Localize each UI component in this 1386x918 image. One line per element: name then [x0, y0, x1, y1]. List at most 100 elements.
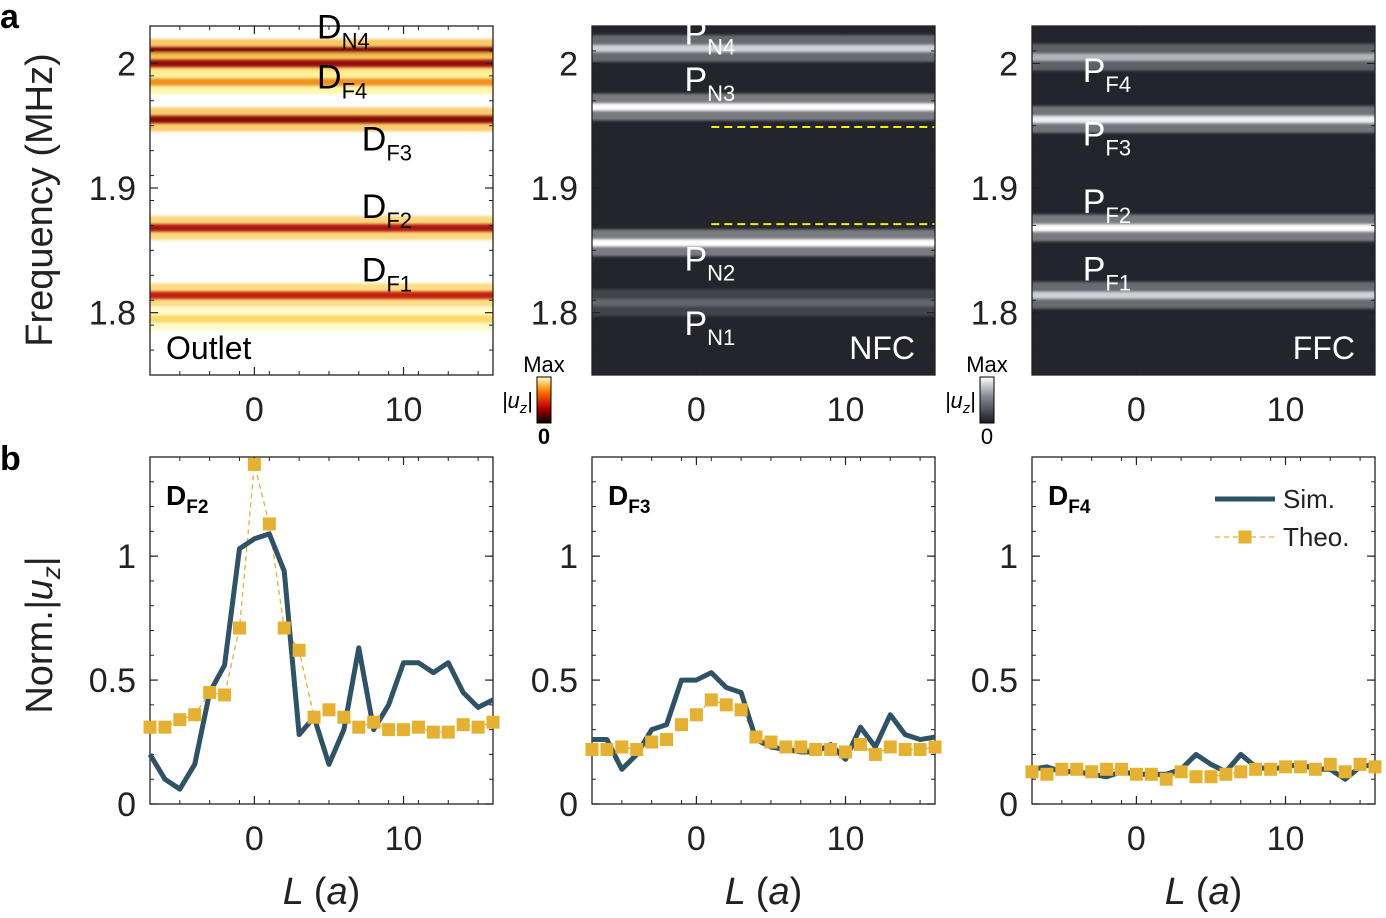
mode-label: DF2	[362, 188, 412, 233]
y-tick-label: 0	[117, 786, 136, 824]
theo-point	[158, 720, 172, 734]
mode-label-main: P	[1083, 116, 1106, 154]
theo-point	[913, 742, 927, 756]
theo-point	[1323, 757, 1337, 771]
colorbar-gray-gradient	[979, 376, 995, 424]
y-tick-label: 1	[559, 538, 578, 576]
y-tick-label: 0.5	[971, 662, 1018, 700]
theo-point	[322, 703, 336, 717]
legend-sim-label: Sim.	[1283, 484, 1335, 514]
theo-point	[898, 742, 912, 756]
y-tick-label: 1.8	[89, 295, 136, 333]
mode-label-main: P	[684, 15, 707, 53]
mode-label-sub: F1	[1105, 270, 1131, 295]
y-axis-title-norm: Norm.	[19, 610, 61, 713]
theo-point	[367, 715, 381, 729]
theo-point	[868, 747, 882, 761]
theo-point	[143, 720, 157, 734]
heatmap-background	[1032, 26, 1375, 375]
mode-label-main: D	[317, 58, 342, 96]
x-tick-label: 10	[1267, 391, 1305, 429]
legend-theo-label: Theo.	[1283, 522, 1350, 552]
x-tick-label: 10	[385, 820, 423, 858]
x-tick-label: 10	[827, 391, 865, 429]
y-axis-title-end: |	[19, 556, 61, 566]
theo-point	[1368, 760, 1382, 774]
heatmap-band	[150, 115, 493, 124]
mode-label-main: D	[362, 121, 387, 159]
y-tick-label: 1	[117, 538, 136, 576]
heatmap-corner-label: Outlet	[166, 330, 251, 366]
theo-point	[411, 720, 425, 734]
theo-point	[352, 720, 366, 734]
mode-label-sub: F4	[1105, 72, 1131, 97]
theo-point	[660, 733, 674, 747]
mode-label: PN3	[684, 61, 735, 106]
panel-mode-label: DF2	[166, 480, 208, 518]
theo-point	[1264, 762, 1278, 776]
heatmap-band	[592, 103, 935, 111]
colorbar-hot-label-sub: z	[519, 400, 528, 417]
x-tick-label: 10	[1267, 820, 1305, 858]
mode-label: DN4	[317, 8, 370, 53]
y-tick-label: 1	[999, 538, 1018, 576]
theo-point	[600, 742, 614, 756]
mode-label: DF1	[362, 252, 412, 297]
panel-mode-label-sub: F2	[186, 497, 208, 518]
x-axis-title-close: )	[1230, 871, 1243, 913]
theo-point	[689, 708, 703, 722]
panel-mode-label: DF4	[1048, 480, 1091, 518]
theo-point	[674, 718, 688, 732]
theo-point	[441, 725, 455, 739]
theo-point	[1204, 770, 1218, 784]
theo-point	[1353, 757, 1367, 771]
heatmap-band	[1032, 115, 1375, 124]
theo-point	[704, 693, 718, 707]
x-tick-label: 0	[1127, 820, 1146, 858]
mode-label: DF4	[317, 58, 367, 103]
mode-label: PF3	[1083, 116, 1131, 161]
x-axis-title-var: L	[283, 871, 314, 913]
theo-point	[1189, 770, 1203, 784]
heatmap-band	[592, 44, 935, 53]
heatmap-band	[1032, 224, 1375, 232]
heatmap-band	[150, 315, 493, 323]
mode-label-sub: F3	[1105, 136, 1131, 161]
theo-point	[749, 730, 763, 744]
mode-label-sub: N2	[707, 260, 735, 285]
theo-point	[645, 735, 659, 749]
heatmap-corner-label: FFC	[1293, 330, 1355, 366]
theo-point	[853, 738, 867, 752]
colorbar-hot-label: |uz|	[502, 388, 533, 417]
theo-point	[307, 710, 321, 724]
heatmap-band	[150, 59, 493, 68]
mode-label-main: P	[1083, 183, 1106, 221]
heatmap-corner-label: NFC	[849, 330, 915, 366]
mode-label-main: P	[1083, 52, 1106, 90]
colorbar-gray-min: 0	[981, 424, 993, 449]
mode-label: PN4	[684, 15, 735, 60]
heatmap-band	[592, 239, 935, 247]
mode-label-main: D	[317, 8, 342, 46]
mode-label-sub: F2	[1105, 203, 1131, 228]
theo-point	[292, 643, 306, 657]
theo-point	[764, 735, 778, 749]
colorbar-gray-label-main: |u	[945, 388, 963, 413]
panel-a-letter: a	[0, 0, 20, 36]
theo-point	[1308, 762, 1322, 776]
series-sim-line	[592, 670, 936, 772]
theo-point	[426, 725, 440, 739]
theo-point	[203, 685, 217, 699]
mode-label-main: P	[684, 240, 707, 278]
x-axis-title-unit: a	[1208, 871, 1229, 913]
heatmap-band	[150, 47, 493, 55]
y-tick-label: 0.5	[89, 662, 136, 700]
x-axis-title: L (a)	[1165, 871, 1242, 913]
x-tick-label: 0	[687, 820, 706, 858]
theo-point	[585, 742, 599, 756]
heatmap-band	[150, 224, 493, 232]
colorbar-hot-min: 0	[538, 424, 550, 449]
theo-point	[1338, 765, 1352, 779]
x-tick-label: 0	[1127, 391, 1146, 429]
